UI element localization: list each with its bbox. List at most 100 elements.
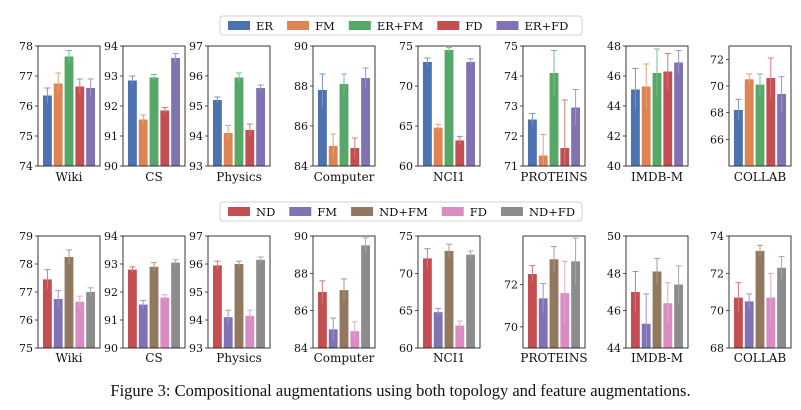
bar-nd-plus-fd — [86, 292, 96, 348]
y-tick-label: 65 — [399, 120, 413, 133]
legend-label-1: ND — [256, 205, 275, 219]
bar-nd-plus-fm — [149, 266, 159, 348]
y-tick-label: 84 — [294, 342, 308, 355]
legend-label-5: ER+FD — [524, 19, 568, 33]
y-tick-label: 75 — [19, 130, 33, 143]
bar-fm — [641, 86, 651, 166]
legend-swatch-2 — [289, 207, 312, 216]
bar-er-plus-fd — [171, 58, 181, 166]
x-axis-label: Wiki — [55, 170, 82, 184]
bar-er-plus-fm — [149, 77, 159, 166]
y-tick-label: 72 — [710, 267, 724, 280]
y-tick-label: 74 — [19, 160, 33, 173]
legend-label-4: FD — [470, 205, 487, 219]
axes-frame — [522, 235, 586, 349]
y-tick-label: 73 — [504, 100, 518, 113]
y-tick-label: 95 — [189, 100, 203, 113]
legend: ER FM ER+FM FD ER+FD — [219, 15, 583, 36]
bar-er — [422, 62, 432, 166]
legend-swatch-3 — [351, 207, 374, 216]
y-tick-label: 86 — [294, 305, 308, 318]
x-axis-label: Physics — [216, 170, 261, 184]
bar-fd — [245, 130, 255, 166]
y-tick-label: 70 — [399, 80, 413, 93]
bar-nd-plus-fd — [256, 259, 266, 348]
legend: ND FM ND+FM FD ND+FD — [219, 201, 583, 222]
y-tick-label: 93 — [104, 258, 118, 271]
axes-frame — [728, 235, 792, 349]
panel-physics: 93 94 95 96 97 Physics — [189, 230, 271, 365]
bar-nd-plus-fd — [466, 254, 476, 348]
y-tick-label: 93 — [189, 342, 203, 355]
bar-er — [630, 89, 640, 166]
y-tick-label: 90 — [104, 342, 118, 355]
x-axis-label: COLLAB — [734, 170, 787, 184]
bar-nd-plus-fm — [549, 259, 559, 348]
bar-er-plus-fm — [549, 73, 559, 166]
legend-swatch-4 — [441, 207, 464, 216]
bar-er — [127, 80, 137, 166]
y-tick-label: 75 — [399, 40, 413, 53]
x-axis-label: NCI1 — [433, 170, 465, 184]
y-tick-label: 78 — [19, 258, 33, 271]
legend-frame — [219, 201, 583, 222]
bar-nd — [422, 258, 432, 348]
y-tick-label: 90 — [294, 230, 308, 243]
y-tick-label: 68 — [710, 107, 724, 120]
panel-cs: 90 91 92 93 94 CS — [104, 230, 186, 365]
bar-er-plus-fm — [444, 50, 454, 166]
y-tick-label: 94 — [189, 314, 203, 327]
y-tick-label: 88 — [294, 80, 308, 93]
bar-er-plus-fm — [64, 56, 74, 166]
panel-computer: 84 86 88 90 Computer — [294, 40, 376, 184]
panel-computer: 84 86 88 90 Computer — [294, 230, 376, 365]
y-tick-label: 91 — [104, 130, 118, 143]
y-tick-label: 60 — [399, 160, 413, 173]
y-tick-label: 95 — [189, 286, 203, 299]
panel-imdb-m: 40 42 44 46 48 IMDB-M — [607, 40, 689, 184]
bar-fd — [75, 86, 85, 166]
bar-fd — [75, 301, 85, 348]
bar-er-plus-fd — [466, 62, 476, 166]
y-tick-label: 71 — [504, 160, 518, 173]
y-tick-label: 75 — [504, 40, 518, 53]
bar-er-plus-fm — [339, 84, 349, 166]
bar-fd — [455, 325, 465, 348]
bar-fd — [160, 110, 170, 166]
axes-frame — [312, 45, 376, 167]
x-axis-label: IMDB-M — [631, 351, 683, 365]
legend-swatch-2 — [287, 21, 310, 30]
bar-fd — [663, 303, 673, 348]
panel-cs: 90 91 92 93 94 CS — [104, 40, 186, 184]
bar-er-plus-fm — [234, 77, 244, 166]
x-axis-label: Physics — [216, 351, 261, 365]
legend-label-4: FD — [465, 19, 482, 33]
legend-swatch-3 — [348, 21, 371, 30]
y-tick-label: 92 — [104, 286, 118, 299]
y-tick-label: 48 — [607, 267, 621, 280]
panel-proteins: 70 72 PROTEINS — [504, 235, 588, 365]
bar-er-plus-fd — [256, 88, 266, 166]
bar-nd-plus-fm — [234, 264, 244, 348]
y-tick-label: 78 — [19, 40, 33, 53]
bar-fd — [455, 140, 465, 166]
x-axis-label: COLLAB — [734, 351, 787, 365]
x-axis-label: Computer — [314, 170, 375, 184]
bar-fm — [433, 312, 443, 348]
y-tick-label: 65 — [399, 305, 413, 318]
y-tick-label: 70 — [710, 80, 724, 93]
bar-fm — [53, 299, 63, 348]
y-tick-label: 96 — [189, 258, 203, 271]
bar-fm — [53, 83, 63, 166]
y-tick-label: 68 — [710, 342, 724, 355]
y-tick-label: 76 — [19, 100, 33, 113]
bar-nd-plus-fm — [652, 271, 662, 348]
legend-label-1: ER — [256, 19, 273, 33]
y-tick-label: 88 — [294, 267, 308, 280]
chart-row-1: ER FM ER+FM FD ER+FD 74 75 76 77 78 Wiki 90 91 92 93 94… — [19, 15, 792, 184]
bar-nd-plus-fm — [339, 290, 349, 348]
bar-fm — [433, 127, 443, 166]
bar-nd-plus-fm — [444, 250, 454, 348]
y-tick-label: 60 — [399, 342, 413, 355]
y-tick-label: 48 — [607, 40, 621, 53]
